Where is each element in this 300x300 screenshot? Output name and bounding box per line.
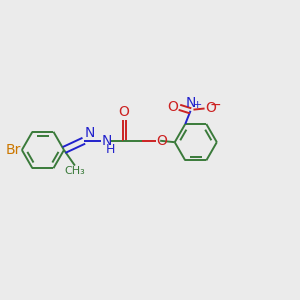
Text: N: N (85, 126, 95, 140)
Text: O: O (156, 134, 167, 148)
Text: CH₃: CH₃ (64, 167, 85, 176)
Text: +: + (193, 100, 202, 110)
Text: N: N (185, 96, 196, 110)
Text: H: H (106, 143, 116, 156)
Text: O: O (168, 100, 178, 114)
Text: N: N (102, 134, 112, 148)
Text: −: − (209, 98, 221, 112)
Text: O: O (205, 101, 216, 115)
Text: Br: Br (5, 143, 21, 157)
Text: O: O (119, 105, 130, 119)
